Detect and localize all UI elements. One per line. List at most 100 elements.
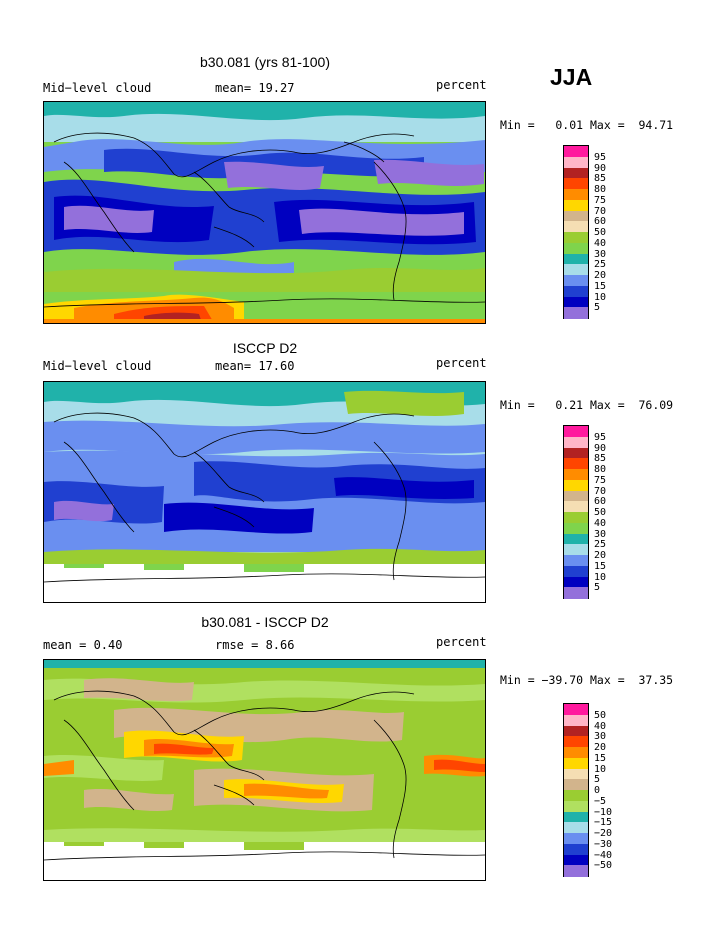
panel-title: b30.081 - ISCCP D2: [201, 614, 329, 630]
mean-label: mean= 19.27: [215, 81, 295, 95]
colorbar-tick-label: 5: [594, 774, 601, 786]
colorbar-tick-label: 80: [594, 184, 607, 195]
colorbar-tick-label: 70: [594, 205, 607, 217]
colorbar-tick-label: 25: [594, 259, 607, 271]
contour-map: [44, 382, 485, 602]
colorbar-tick-label: 0: [594, 785, 601, 796]
colorbar-tick-label: 70: [594, 485, 607, 497]
colorbar-tick-label: 60: [594, 496, 607, 508]
colorbar-swatch: [564, 544, 588, 556]
colorbar-swatch: [564, 479, 588, 491]
contour-map: [44, 102, 485, 323]
units-label: percent: [436, 356, 487, 370]
colorbar-swatch: [564, 436, 588, 448]
colorbar-tick-label: 75: [594, 194, 607, 206]
colorbar-swatch: [564, 447, 588, 459]
colorbar-swatch: [564, 178, 588, 190]
colorbar-tick-label: 40: [594, 720, 607, 732]
rmse-label: rmse = 8.66: [215, 638, 295, 652]
colorbar-swatch: [564, 264, 588, 276]
min-max-label: Min = 0.21 Max = 76.09: [500, 398, 674, 412]
colorbar-swatch: [564, 822, 588, 834]
colorbar-tick-label: 75: [594, 474, 607, 486]
colorbar-swatch: [564, 576, 588, 588]
colorbar-tick-label: 40: [594, 237, 607, 249]
colorbar-tick-label: 90: [594, 442, 607, 454]
colorbar-swatch: [564, 512, 588, 524]
colorbar-tick-label: −20: [594, 828, 613, 839]
season-label: JJA: [550, 64, 593, 90]
colorbar-tick-label: 95: [594, 431, 607, 443]
colorbar-tick-label: 20: [594, 742, 607, 753]
contour-map: [44, 660, 485, 880]
colorbar-swatch: [564, 296, 588, 308]
colorbar-swatch: [564, 833, 588, 845]
colorbar-tick-label: −5: [594, 795, 607, 807]
colorbar-difference: [563, 703, 589, 877]
mean-label: mean= 17.60: [215, 359, 295, 373]
colorbar-swatch: [564, 811, 588, 823]
panel-title: ISCCP D2: [232, 340, 298, 356]
colorbar-swatch: [564, 854, 588, 866]
colorbar-swatch: [564, 469, 588, 481]
colorbar-tick-label: 20: [594, 550, 607, 561]
min-max-label: Min = −39.70 Max = 37.35: [500, 673, 674, 687]
colorbar-tick-label: 50: [594, 709, 607, 721]
colorbar-swatch: [564, 736, 588, 748]
colorbar-tick-label: −50: [594, 860, 613, 872]
colorbar-tick-label: 15: [594, 752, 607, 764]
colorbar-swatch: [564, 275, 588, 287]
colorbar-swatch: [564, 522, 588, 534]
colorbar-swatch: [564, 865, 588, 877]
colorbar-swatch: [564, 704, 588, 716]
colorbar-tick-label: 10: [594, 291, 607, 303]
colorbar-swatch: [564, 768, 588, 780]
colorbar-swatch: [564, 714, 588, 726]
colorbar-swatch: [564, 199, 588, 211]
colorbar-swatch: [564, 156, 588, 168]
colorbar-swatch: [564, 285, 588, 297]
min-max-label: Min = 0.01 Max = 94.71: [500, 118, 674, 132]
colorbar-tick-label: 30: [594, 731, 607, 743]
colorbar-tick-label: −40: [594, 849, 613, 861]
colorbar-tick-label: 15: [594, 560, 607, 572]
variable-label: Mid−level cloud: [43, 81, 152, 95]
colorbar-swatch: [564, 242, 588, 254]
colorbar-swatch: [564, 790, 588, 802]
colorbar-tick-label: 90: [594, 162, 607, 174]
colorbar-tick-label: 5: [594, 582, 601, 594]
colorbar-tick-label: 60: [594, 216, 607, 228]
colorbar-tick-label: −10: [594, 806, 613, 818]
colorbar-swatch: [564, 232, 588, 244]
colorbar-swatch: [564, 253, 588, 265]
colorbar-tick-label: 40: [594, 517, 607, 529]
colorbar-tick-label: 10: [594, 571, 607, 583]
colorbar-swatch: [564, 146, 588, 158]
colorbar-swatch: [564, 800, 588, 812]
colorbar-swatch: [564, 501, 588, 513]
colorbar-tick-label: 10: [594, 763, 607, 775]
colorbar-swatch: [564, 189, 588, 201]
colorbar-swatch: [564, 747, 588, 759]
colorbar-swatch: [564, 426, 588, 438]
colorbar-model: [563, 145, 589, 319]
mean-label: mean = 0.40: [43, 638, 123, 652]
colorbar-swatch: [564, 490, 588, 502]
colorbar-tick-label: 85: [594, 173, 607, 185]
colorbar-swatch: [564, 587, 588, 599]
colorbar-tick-label: 95: [594, 151, 607, 163]
colorbar-tick-label: 50: [594, 507, 607, 518]
colorbar-tick-label: 30: [594, 248, 607, 260]
map-model-cloud: [43, 101, 486, 324]
colorbar-tick-label: 25: [594, 539, 607, 551]
colorbar-tick-label: −15: [594, 817, 613, 829]
colorbar-tick-label: 15: [594, 280, 607, 292]
map-isccp-cloud: [43, 381, 486, 603]
units-label: percent: [436, 635, 487, 649]
colorbar-swatch: [564, 307, 588, 319]
colorbar-tick-label: 50: [594, 227, 607, 238]
colorbar-swatch: [564, 757, 588, 769]
colorbar-swatch: [564, 555, 588, 567]
units-label: percent: [436, 78, 487, 92]
colorbar-swatch: [564, 458, 588, 470]
